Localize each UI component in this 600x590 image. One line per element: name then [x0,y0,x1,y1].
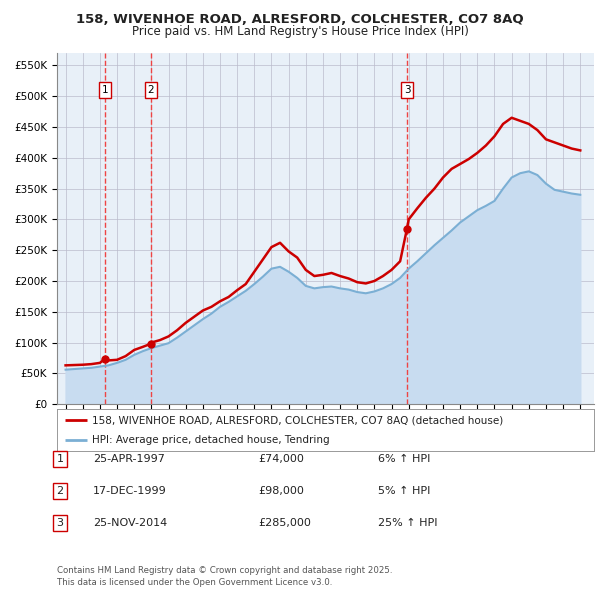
Text: 3: 3 [56,518,64,527]
Text: 25% ↑ HPI: 25% ↑ HPI [378,518,437,527]
Text: 158, WIVENHOE ROAD, ALRESFORD, COLCHESTER, CO7 8AQ: 158, WIVENHOE ROAD, ALRESFORD, COLCHESTE… [76,13,524,26]
Text: 2: 2 [148,85,154,95]
Text: 25-APR-1997: 25-APR-1997 [93,454,165,464]
Text: 158, WIVENHOE ROAD, ALRESFORD, COLCHESTER, CO7 8AQ (detached house): 158, WIVENHOE ROAD, ALRESFORD, COLCHESTE… [92,415,503,425]
Text: 5% ↑ HPI: 5% ↑ HPI [378,486,430,496]
Text: 6% ↑ HPI: 6% ↑ HPI [378,454,430,464]
Text: 1: 1 [102,85,109,95]
Text: 2: 2 [56,486,64,496]
Text: £74,000: £74,000 [258,454,304,464]
Text: £98,000: £98,000 [258,486,304,496]
Text: HPI: Average price, detached house, Tendring: HPI: Average price, detached house, Tend… [92,435,329,445]
Text: £285,000: £285,000 [258,518,311,527]
Text: 1: 1 [56,454,64,464]
Text: Contains HM Land Registry data © Crown copyright and database right 2025.
This d: Contains HM Land Registry data © Crown c… [57,566,392,587]
Text: Price paid vs. HM Land Registry's House Price Index (HPI): Price paid vs. HM Land Registry's House … [131,25,469,38]
Text: 3: 3 [404,85,410,95]
Text: 17-DEC-1999: 17-DEC-1999 [93,486,167,496]
Text: 25-NOV-2014: 25-NOV-2014 [93,518,167,527]
